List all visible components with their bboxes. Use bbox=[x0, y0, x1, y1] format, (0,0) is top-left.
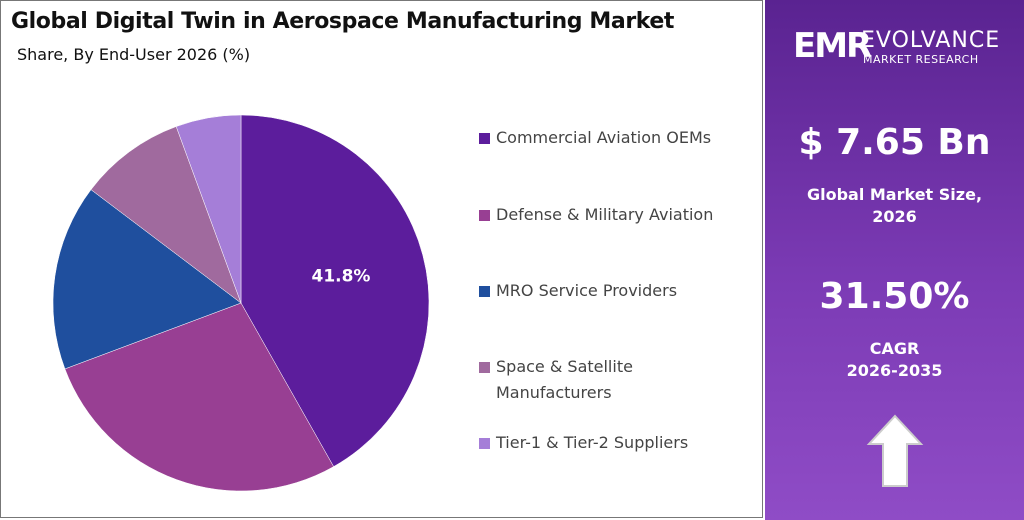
legend-item: Space & Satellite Manufacturers bbox=[479, 354, 739, 406]
logo-sub: MARKET RESEARCH bbox=[863, 53, 979, 66]
up-arrow bbox=[866, 414, 924, 487]
legend-item: MRO Service Providers bbox=[479, 278, 739, 304]
cagr-value: 31.50% bbox=[819, 276, 970, 317]
legend-label: Defense & Military Aviation bbox=[496, 205, 714, 224]
pie-chart: 41.8% bbox=[52, 114, 430, 492]
chart-subtitle: Share, By End-User 2026 (%) bbox=[17, 45, 251, 64]
legend-label: Space & Satellite Manufacturers bbox=[496, 357, 633, 402]
legend-item: Defense & Military Aviation bbox=[479, 202, 739, 228]
cagr-period: 2026-2035 bbox=[846, 361, 943, 380]
logo-mark: EMR bbox=[793, 26, 872, 66]
legend-swatch bbox=[479, 133, 490, 144]
legend-label: Tier-1 & Tier-2 Suppliers bbox=[496, 433, 689, 452]
legend-label: MRO Service Providers bbox=[496, 281, 678, 300]
legend-item: Tier-1 & Tier-2 Suppliers bbox=[479, 430, 739, 456]
data-label: 41.8% bbox=[311, 267, 370, 287]
legend-swatch bbox=[479, 286, 490, 297]
chart-title: Global Digital Twin in Aerospace Manufac… bbox=[11, 9, 675, 34]
sidebar: EMR EVOLVANCE MARKET RESEARCH $ 7.65 Bn … bbox=[765, 0, 1024, 520]
logo-name: EVOLVANCE bbox=[861, 28, 1001, 53]
pie-slice bbox=[175, 114, 242, 304]
market-size-label: Global Market Size, 2026 bbox=[806, 185, 983, 226]
chart-area: Global Digital Twin in Aerospace Manufac… bbox=[0, 0, 763, 518]
market-size: $ 7.65 Bn bbox=[798, 122, 991, 163]
legend-swatch bbox=[479, 362, 490, 373]
pie-slice bbox=[90, 126, 242, 304]
cagr-label: CAGR bbox=[869, 339, 920, 358]
legend-swatch bbox=[479, 438, 490, 449]
legend-item: Commercial Aviation OEMs bbox=[479, 125, 739, 151]
legend-label: Commercial Aviation OEMs bbox=[496, 128, 712, 147]
pie-slice bbox=[64, 302, 334, 492]
pie-slice bbox=[52, 189, 242, 370]
pie-slice bbox=[240, 114, 430, 467]
legend-swatch bbox=[479, 210, 490, 221]
